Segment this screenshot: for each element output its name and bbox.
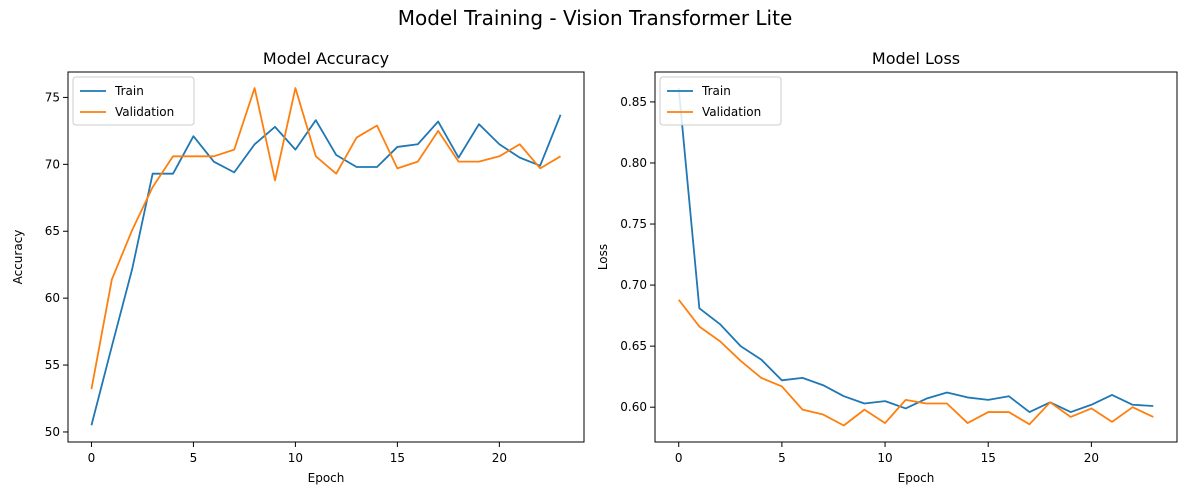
accuracy-y-tick-label: 50 <box>45 425 60 439</box>
accuracy-x-tick-label: 20 <box>492 451 507 465</box>
accuracy-y-tick-label: 65 <box>45 224 60 238</box>
loss-y-tick-label: 0.70 <box>620 278 647 292</box>
accuracy-legend: Train Validation <box>72 76 195 126</box>
loss-x-axis-label: Epoch <box>898 471 935 485</box>
accuracy-legend-box <box>72 76 195 126</box>
accuracy-series-train-line <box>90 114 562 426</box>
loss-y-tick-label: 0.60 <box>620 400 647 414</box>
loss-y-axis-label: Loss <box>596 244 610 270</box>
loss-series-train-line <box>677 88 1154 413</box>
loss-legend-label-train: Train <box>701 84 731 98</box>
loss-series-validation-line <box>678 299 1154 427</box>
accuracy-x-axis-label: Epoch <box>308 471 345 485</box>
loss-x-tick-label: 15 <box>981 451 996 465</box>
accuracy-series-validation-line <box>90 87 562 390</box>
loss-plot-frame <box>654 71 1178 443</box>
accuracy-plot-frame <box>67 71 585 443</box>
accuracy-chart-title: Model Accuracy <box>263 49 389 68</box>
accuracy-y-axis-label: Accuracy <box>11 230 25 285</box>
accuracy-x-tick-label: 10 <box>288 451 303 465</box>
loss-chart: Model Loss 0 5 10 15 20 0.60 0.65 0.70 0.75 0.80 0.… <box>596 49 1178 485</box>
loss-y-tick-label: 0.75 <box>620 217 647 231</box>
accuracy-x-tick-label: 0 <box>88 451 96 465</box>
loss-legend: Train Validation <box>659 76 782 126</box>
accuracy-x-tick-label: 15 <box>390 451 405 465</box>
loss-x-tick-label: 0 <box>675 451 683 465</box>
loss-y-tick-label: 0.85 <box>620 95 647 109</box>
accuracy-legend-label-train: Train <box>114 84 144 98</box>
loss-legend-box <box>659 76 782 126</box>
accuracy-y-tick-label: 70 <box>45 157 60 171</box>
loss-y-tick-label: 0.80 <box>620 156 647 170</box>
accuracy-y-tick-label: 55 <box>45 358 60 372</box>
accuracy-chart: Model Accuracy 0 5 10 15 20 50 55 60 65 70 75 Epoch A… <box>11 49 585 485</box>
figure-title: Model Training - Vision Transformer Lite <box>398 6 793 30</box>
accuracy-y-tick-label: 75 <box>45 90 60 104</box>
loss-x-tick-label: 20 <box>1084 451 1099 465</box>
accuracy-x-tick-label: 5 <box>190 451 198 465</box>
loss-x-tick-label: 5 <box>778 451 786 465</box>
loss-x-tick-label: 10 <box>877 451 892 465</box>
accuracy-y-tick-label: 60 <box>45 291 60 305</box>
loss-y-tick-label: 0.65 <box>620 339 647 353</box>
accuracy-legend-label-validation: Validation <box>115 105 174 119</box>
loss-chart-title: Model Loss <box>872 49 960 68</box>
loss-legend-label-validation: Validation <box>702 105 761 119</box>
